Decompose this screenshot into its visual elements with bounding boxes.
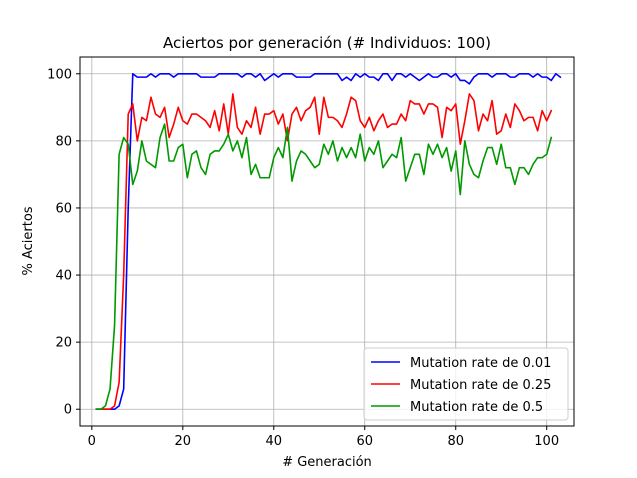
legend-label-3: Mutation rate de 0.5	[410, 400, 543, 415]
series-lines	[95, 72, 562, 411]
y-axis-label: % Aciertos	[21, 206, 36, 275]
series-line-3	[95, 123, 553, 411]
y-tick-label: 0	[64, 403, 72, 418]
chart-title: Aciertos por generación (# Individuos: 1…	[163, 34, 491, 52]
legend-label-1: Mutation rate de 0.01	[410, 356, 551, 371]
x-axis-label: # Generación	[282, 455, 372, 470]
y-tick-label: 40	[55, 269, 72, 284]
series-line-1	[95, 72, 562, 411]
grid	[80, 57, 574, 426]
x-tick-label: 20	[175, 434, 192, 449]
series-line-2	[95, 93, 553, 411]
x-tick-label: 40	[266, 434, 283, 449]
legend: Mutation rate de 0.01 Mutation rate de 0.…	[363, 347, 569, 421]
y-tick-label: 60	[55, 201, 72, 216]
y-tick-label: 100	[47, 67, 72, 82]
x-tick-label: 60	[356, 434, 373, 449]
y-tick-label: 80	[55, 134, 72, 149]
axis-ticks: 0 20 40 60 80 100 0 20 40 60 80 100	[47, 67, 559, 449]
x-tick-label: 0	[88, 434, 96, 449]
y-tick-label: 20	[55, 336, 72, 351]
x-tick-label: 100	[534, 434, 559, 449]
legend-box	[363, 347, 569, 421]
x-tick-label: 80	[447, 434, 464, 449]
plot-frame	[79, 56, 575, 427]
legend-label-2: Mutation rate de 0.25	[410, 378, 551, 393]
